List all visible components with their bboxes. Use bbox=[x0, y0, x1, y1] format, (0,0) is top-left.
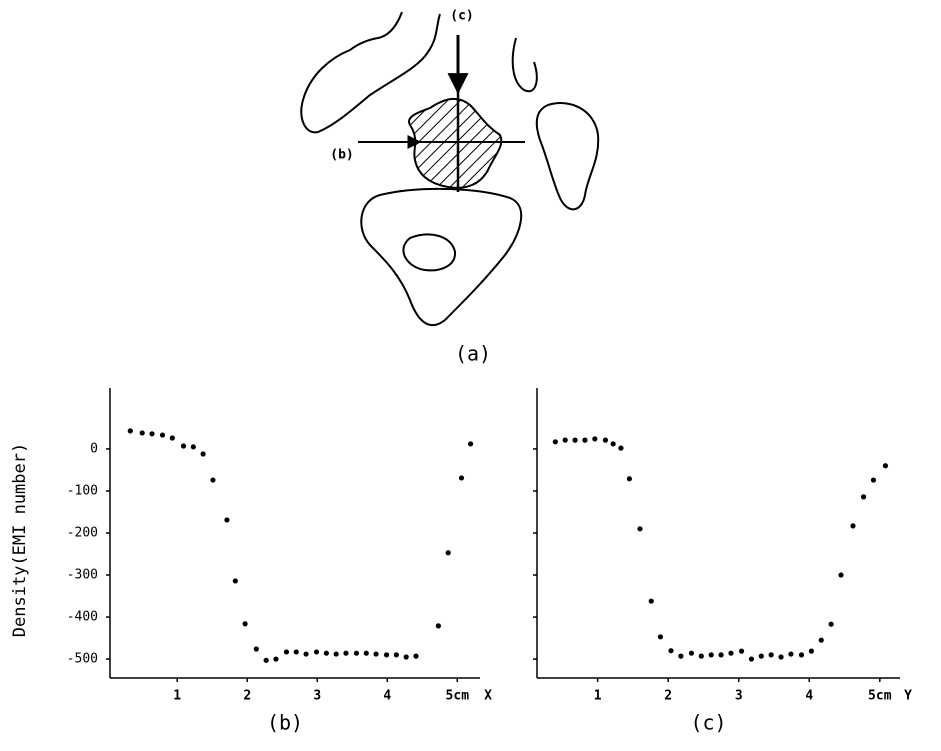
data-point bbox=[283, 649, 290, 655]
right-oval bbox=[535, 102, 600, 211]
data-point bbox=[610, 441, 616, 447]
data-point bbox=[718, 652, 724, 658]
data-point bbox=[838, 572, 844, 578]
caption: (c) bbox=[690, 711, 726, 735]
data-point bbox=[303, 651, 309, 657]
data-point bbox=[149, 431, 155, 437]
x-tick-label: 5cm bbox=[868, 689, 892, 704]
data-point bbox=[748, 656, 755, 662]
data-point bbox=[562, 437, 568, 443]
y-axis-label: Density(EMI number) bbox=[10, 443, 30, 637]
data-point bbox=[850, 523, 856, 529]
data-point bbox=[467, 441, 474, 447]
data-point bbox=[373, 651, 379, 657]
x-tick-label: 4 bbox=[805, 689, 813, 704]
data-point bbox=[403, 654, 409, 660]
data-point bbox=[393, 652, 399, 658]
data-point bbox=[637, 526, 643, 532]
data-point bbox=[778, 654, 784, 660]
x-axis-label: Y bbox=[904, 689, 912, 704]
x-tick-label: 3 bbox=[735, 689, 743, 704]
caption: (a) bbox=[455, 342, 491, 366]
data-point bbox=[263, 657, 269, 663]
data-point bbox=[363, 650, 369, 656]
data-point bbox=[657, 634, 664, 640]
x-tick-label: 5cm bbox=[446, 689, 470, 704]
vertebra bbox=[360, 187, 523, 327]
data-point bbox=[127, 428, 133, 434]
data-point bbox=[353, 650, 360, 656]
data-point bbox=[413, 653, 419, 659]
data-point bbox=[159, 432, 166, 438]
data-point bbox=[602, 437, 609, 443]
data-point bbox=[870, 477, 877, 483]
data-point bbox=[738, 648, 745, 654]
data-point bbox=[882, 463, 889, 469]
y-tick-label: -400 bbox=[67, 610, 98, 625]
data-point bbox=[190, 444, 196, 450]
x-axis-label: X bbox=[484, 689, 492, 704]
data-point bbox=[668, 648, 674, 654]
data-point bbox=[180, 443, 187, 449]
data-point bbox=[313, 649, 320, 655]
data-point bbox=[808, 648, 814, 654]
data-point bbox=[798, 652, 805, 658]
data-point bbox=[572, 437, 578, 443]
x-tick-label: 1 bbox=[594, 689, 602, 704]
x-tick-label: 2 bbox=[243, 689, 251, 704]
y-tick-label: -300 bbox=[67, 568, 98, 583]
data-point bbox=[242, 621, 248, 627]
data-point bbox=[232, 578, 238, 584]
caption: (b) bbox=[267, 711, 303, 735]
data-point bbox=[343, 650, 349, 656]
spinal-canal bbox=[402, 233, 457, 272]
data-point bbox=[224, 517, 230, 523]
data-point bbox=[648, 598, 654, 604]
data-point bbox=[818, 637, 824, 643]
data-point bbox=[323, 650, 329, 656]
data-point bbox=[582, 437, 588, 443]
data-point bbox=[383, 652, 390, 658]
data-point bbox=[828, 621, 834, 627]
scan-label: (c) bbox=[450, 9, 473, 24]
x-tick-label: 2 bbox=[664, 689, 672, 704]
x-tick-label: 1 bbox=[173, 689, 181, 704]
data-point bbox=[678, 653, 684, 659]
tumor bbox=[408, 97, 503, 189]
data-point bbox=[435, 623, 441, 629]
y-tick-label: -200 bbox=[67, 526, 98, 541]
data-point bbox=[200, 451, 206, 457]
data-point bbox=[333, 651, 339, 657]
data-point bbox=[618, 445, 624, 451]
data-point bbox=[210, 477, 216, 483]
data-point bbox=[768, 652, 774, 658]
y-tick-label: -100 bbox=[67, 483, 98, 498]
anatomy-diagram bbox=[300, 11, 600, 327]
data-point bbox=[788, 651, 794, 657]
data-point bbox=[592, 436, 598, 442]
data-point bbox=[445, 550, 451, 556]
scan-label: (b) bbox=[330, 148, 353, 163]
data-point bbox=[758, 653, 764, 659]
data-point bbox=[253, 646, 259, 652]
data-point bbox=[139, 430, 145, 436]
data-point bbox=[293, 649, 299, 655]
data-point bbox=[728, 650, 734, 656]
data-point bbox=[626, 476, 632, 482]
left-organ bbox=[300, 11, 441, 134]
x-tick-label: 3 bbox=[313, 689, 321, 704]
y-tick-label: 0 bbox=[90, 441, 98, 456]
data-point bbox=[708, 652, 714, 658]
data-point bbox=[273, 656, 279, 662]
right-organ bbox=[511, 37, 538, 93]
data-point bbox=[552, 439, 558, 445]
data-point bbox=[860, 494, 867, 500]
x-tick-label: 4 bbox=[383, 689, 391, 704]
y-tick-label: -500 bbox=[67, 652, 98, 667]
data-point bbox=[169, 435, 175, 441]
data-point bbox=[458, 475, 465, 481]
data-point bbox=[698, 653, 704, 659]
data-point bbox=[688, 650, 695, 656]
